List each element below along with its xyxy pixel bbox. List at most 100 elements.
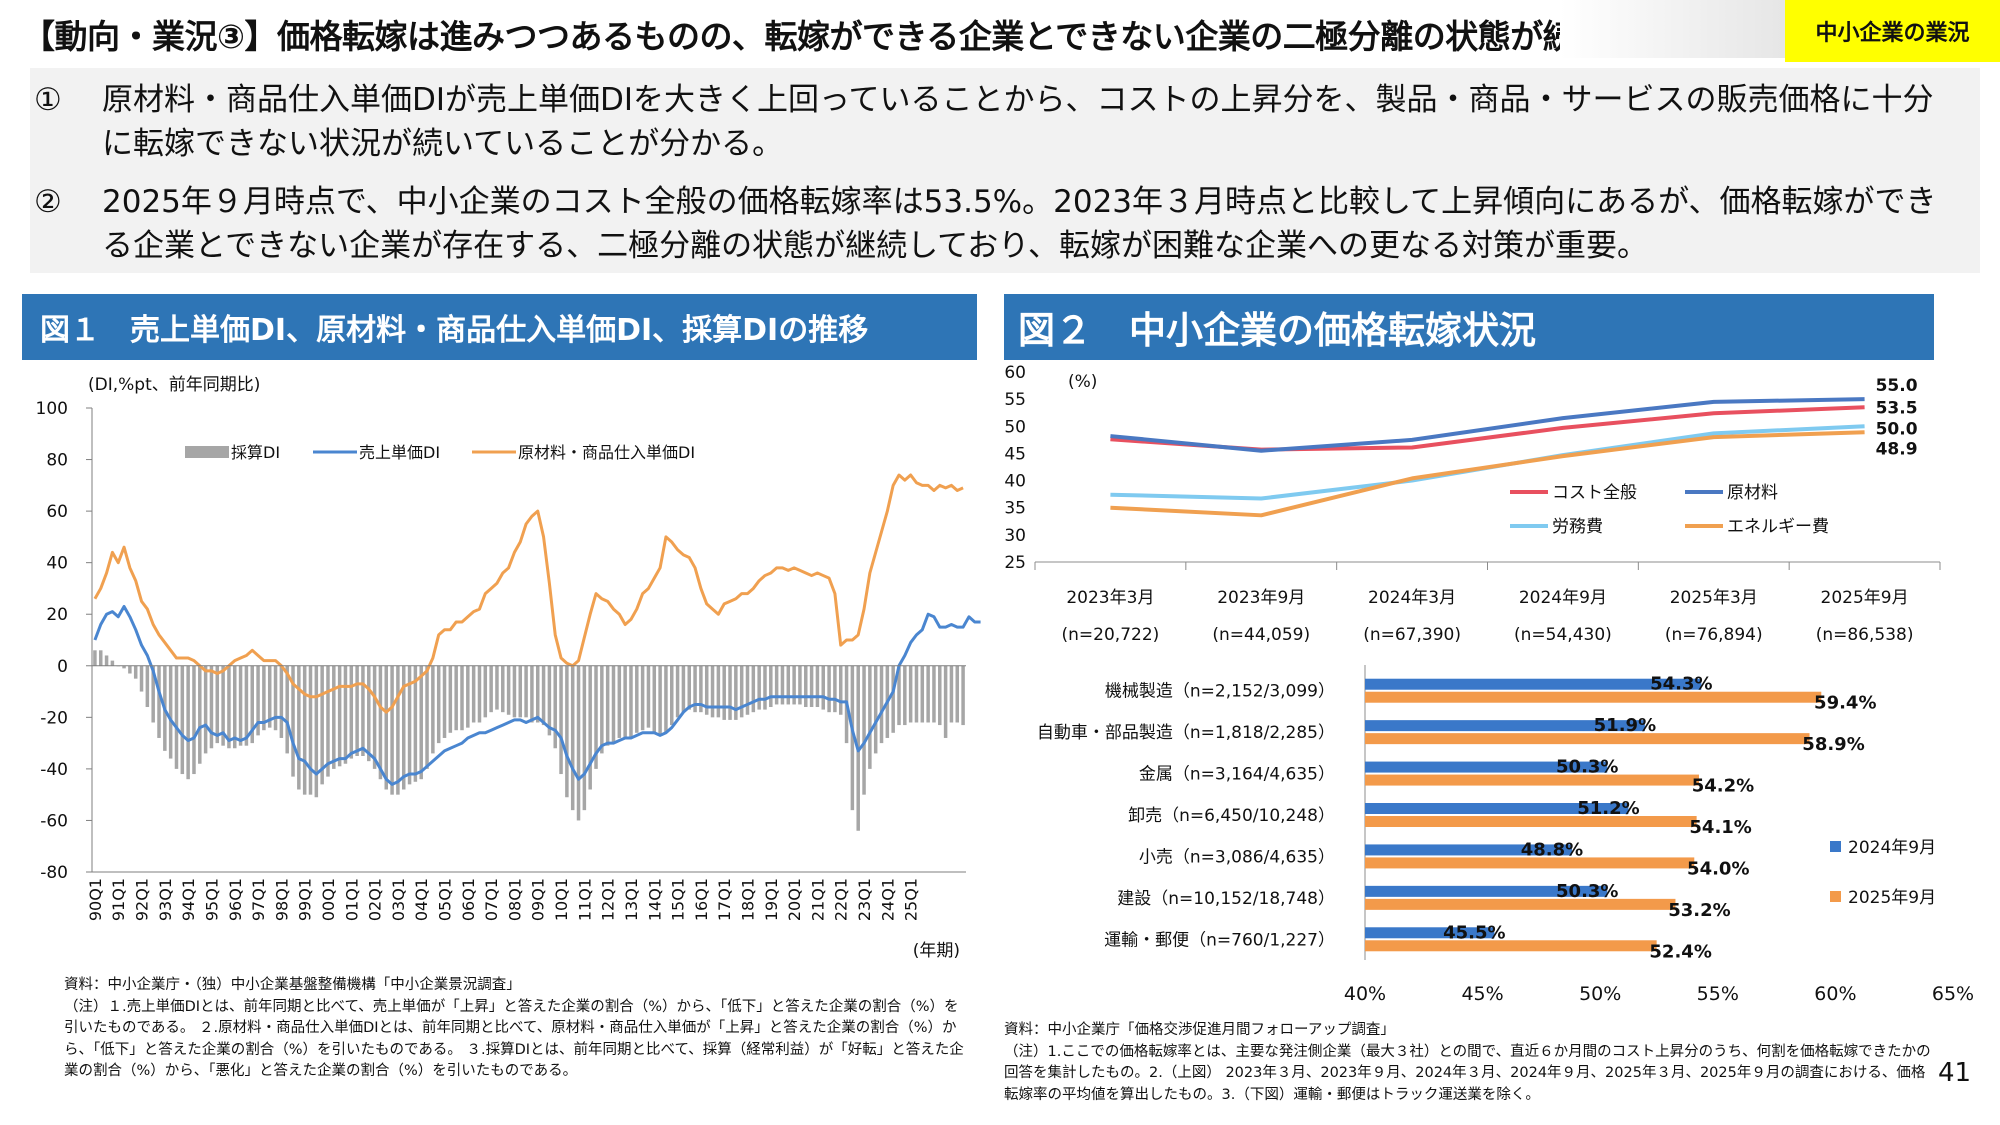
fig1-bar	[769, 665, 773, 708]
fig2-bar-category-label: 卸売（n=6,450/10,248）	[1128, 806, 1335, 826]
fig2-x-tick-label: 2025年3月	[1670, 588, 1758, 608]
fig2-legend-label: 労務費	[1552, 517, 1603, 537]
fig1-x-tick-label: 07Q1	[482, 878, 501, 921]
fig2-bar-category-label: 金属（n=3,164/4,635）	[1139, 765, 1335, 785]
fig2-end-label: 53.5	[1876, 398, 1918, 418]
fig2-lines: 53.555.0 50.048.9	[1110, 376, 1918, 518]
fig1-bar	[279, 665, 284, 738]
fig2-unit-label: (%)	[1068, 372, 1097, 392]
fig2-bar-category-label: 自動車・部品製造（n=1,818/2,285）	[1037, 723, 1335, 743]
fig1-y-tick-label: 40	[46, 554, 68, 574]
fig1-bar	[372, 665, 377, 769]
fig1-x-tick-label: 14Q1	[645, 878, 664, 921]
fig2-bar-x-tick-label: 40%	[1344, 983, 1386, 1005]
fig1-x-tick-label: 90Q1	[86, 878, 105, 921]
fig1-x-axis-label: (年期)	[913, 941, 960, 961]
fig1-bar	[553, 665, 557, 749]
fig1-x-tick-label: 12Q1	[599, 878, 618, 921]
fig1-x-tick-label: 01Q1	[342, 878, 361, 921]
fig1-bar	[151, 665, 155, 723]
fig1-bar	[367, 665, 371, 762]
fig1-bar	[460, 665, 464, 731]
fig1-bar	[751, 665, 756, 713]
fig1-bar	[605, 665, 610, 746]
fig1-bar	[588, 665, 592, 790]
fig1-bar	[256, 665, 260, 736]
fig1-bar	[174, 665, 179, 769]
fig1-bar	[361, 665, 365, 756]
fig1-bar	[168, 665, 173, 759]
fig1-legend-label: 売上単価DI	[359, 443, 440, 462]
fig1-bar	[198, 665, 202, 764]
fig2-bar-2025	[1365, 940, 1657, 952]
fig1-x-tick-label: 13Q1	[622, 878, 641, 921]
fig2-bar-2024	[1365, 803, 1629, 814]
fig1-bar	[926, 665, 930, 723]
fig1-y-tick-label: 20	[46, 605, 68, 625]
fig2-y-tick-label: 50	[1004, 417, 1026, 437]
fig1-axes: 100 80 60 40 20 0 -20 -40 -60 -80 90Q1 91Q1 92Q1 93Q1…	[36, 399, 966, 921]
fig2-bar-2025	[1365, 857, 1695, 869]
fig1-bar	[745, 665, 750, 715]
fig2-x-tick-label: 2025年9月	[1821, 588, 1909, 608]
fig1-bar	[343, 665, 348, 764]
fig1-bar	[466, 665, 470, 728]
fig1-bar	[792, 665, 796, 705]
fig2-bar-2024	[1365, 761, 1608, 773]
fig1-bar	[879, 665, 884, 744]
fig2-x-tick-label: 2024年9月	[1519, 588, 1607, 608]
fig2-y-tick-label: 25	[1004, 553, 1026, 573]
fig1-bar	[728, 665, 732, 720]
fig1-bar	[273, 665, 278, 731]
fig2-y-tick-label: 35	[1004, 499, 1026, 519]
fig2-end-label: 48.9	[1876, 439, 1918, 459]
fig1-bar	[541, 665, 546, 726]
fig1-bar	[670, 665, 674, 726]
fig1-bar	[512, 665, 517, 718]
fig2-end-label: 55.0	[1876, 376, 1918, 396]
fig1-legend: 採算DI 売上単価DI 原材料・商品仕入単価DI	[185, 443, 695, 462]
fig1-y-tick-label: 80	[46, 451, 68, 471]
fig1-bar	[250, 665, 254, 744]
fig1-bar	[326, 665, 330, 777]
fig1-line-sales-price	[93, 604, 981, 786]
fig1-x-tick-label: 19Q1	[762, 878, 781, 921]
fig1-bar	[716, 665, 721, 718]
fig2-y-tick-label: 40	[1004, 472, 1026, 492]
fig1-bar	[594, 665, 598, 769]
fig1-y-tick-label: -20	[40, 708, 68, 728]
fig2-x-sublabel: (n=67,390)	[1363, 625, 1461, 645]
fig2-legend-label: 原材料	[1727, 483, 1778, 503]
fig1-bar	[757, 665, 761, 710]
fig2-bar-value-label: 54.1%	[1689, 817, 1751, 838]
fig1-x-tick-label: 21Q1	[808, 878, 827, 921]
fig1-line-material-price	[93, 473, 964, 714]
fig1-bar	[821, 665, 825, 710]
fig1-x-tick-label: 03Q1	[389, 878, 408, 921]
fig2-bar-value-label: 50.3%	[1556, 757, 1618, 778]
fig2-bar-value-label: 48.8%	[1521, 839, 1583, 860]
fig1-bar	[332, 665, 336, 769]
fig1-bar	[955, 665, 960, 723]
fig2-y-tick-label: 55	[1004, 390, 1026, 410]
fig2-bar-value-label: 53.2%	[1668, 900, 1730, 921]
fig2-x-sublabel: (n=86,538)	[1816, 625, 1914, 645]
fig2-bar-2025	[1365, 774, 1699, 786]
fig2-bar-2024	[1365, 844, 1572, 856]
fig2-bar-legend-label: 2024年9月	[1848, 838, 1936, 858]
fig1-bar	[903, 665, 907, 726]
fig1-bar	[582, 665, 587, 811]
fig2-line	[1110, 397, 1865, 453]
fig1-bar	[396, 665, 400, 795]
fig1-bar	[798, 665, 802, 705]
fig1-bar	[425, 665, 429, 769]
fig1-bar	[524, 665, 528, 718]
fig1-bar	[664, 665, 668, 733]
fig2-heading: 図２ 中小企業の価格転嫁状況	[1004, 294, 1934, 360]
summary-box: ① 原材料・商品仕入単価DIが売上単価DIを大きく上回っていることから、コストの…	[30, 68, 1980, 273]
fig1-y-tick-label: -60	[40, 811, 68, 831]
fig1-bar	[722, 665, 726, 720]
fig1-x-tick-label: 25Q1	[902, 878, 921, 921]
fig1-bar	[600, 665, 604, 754]
